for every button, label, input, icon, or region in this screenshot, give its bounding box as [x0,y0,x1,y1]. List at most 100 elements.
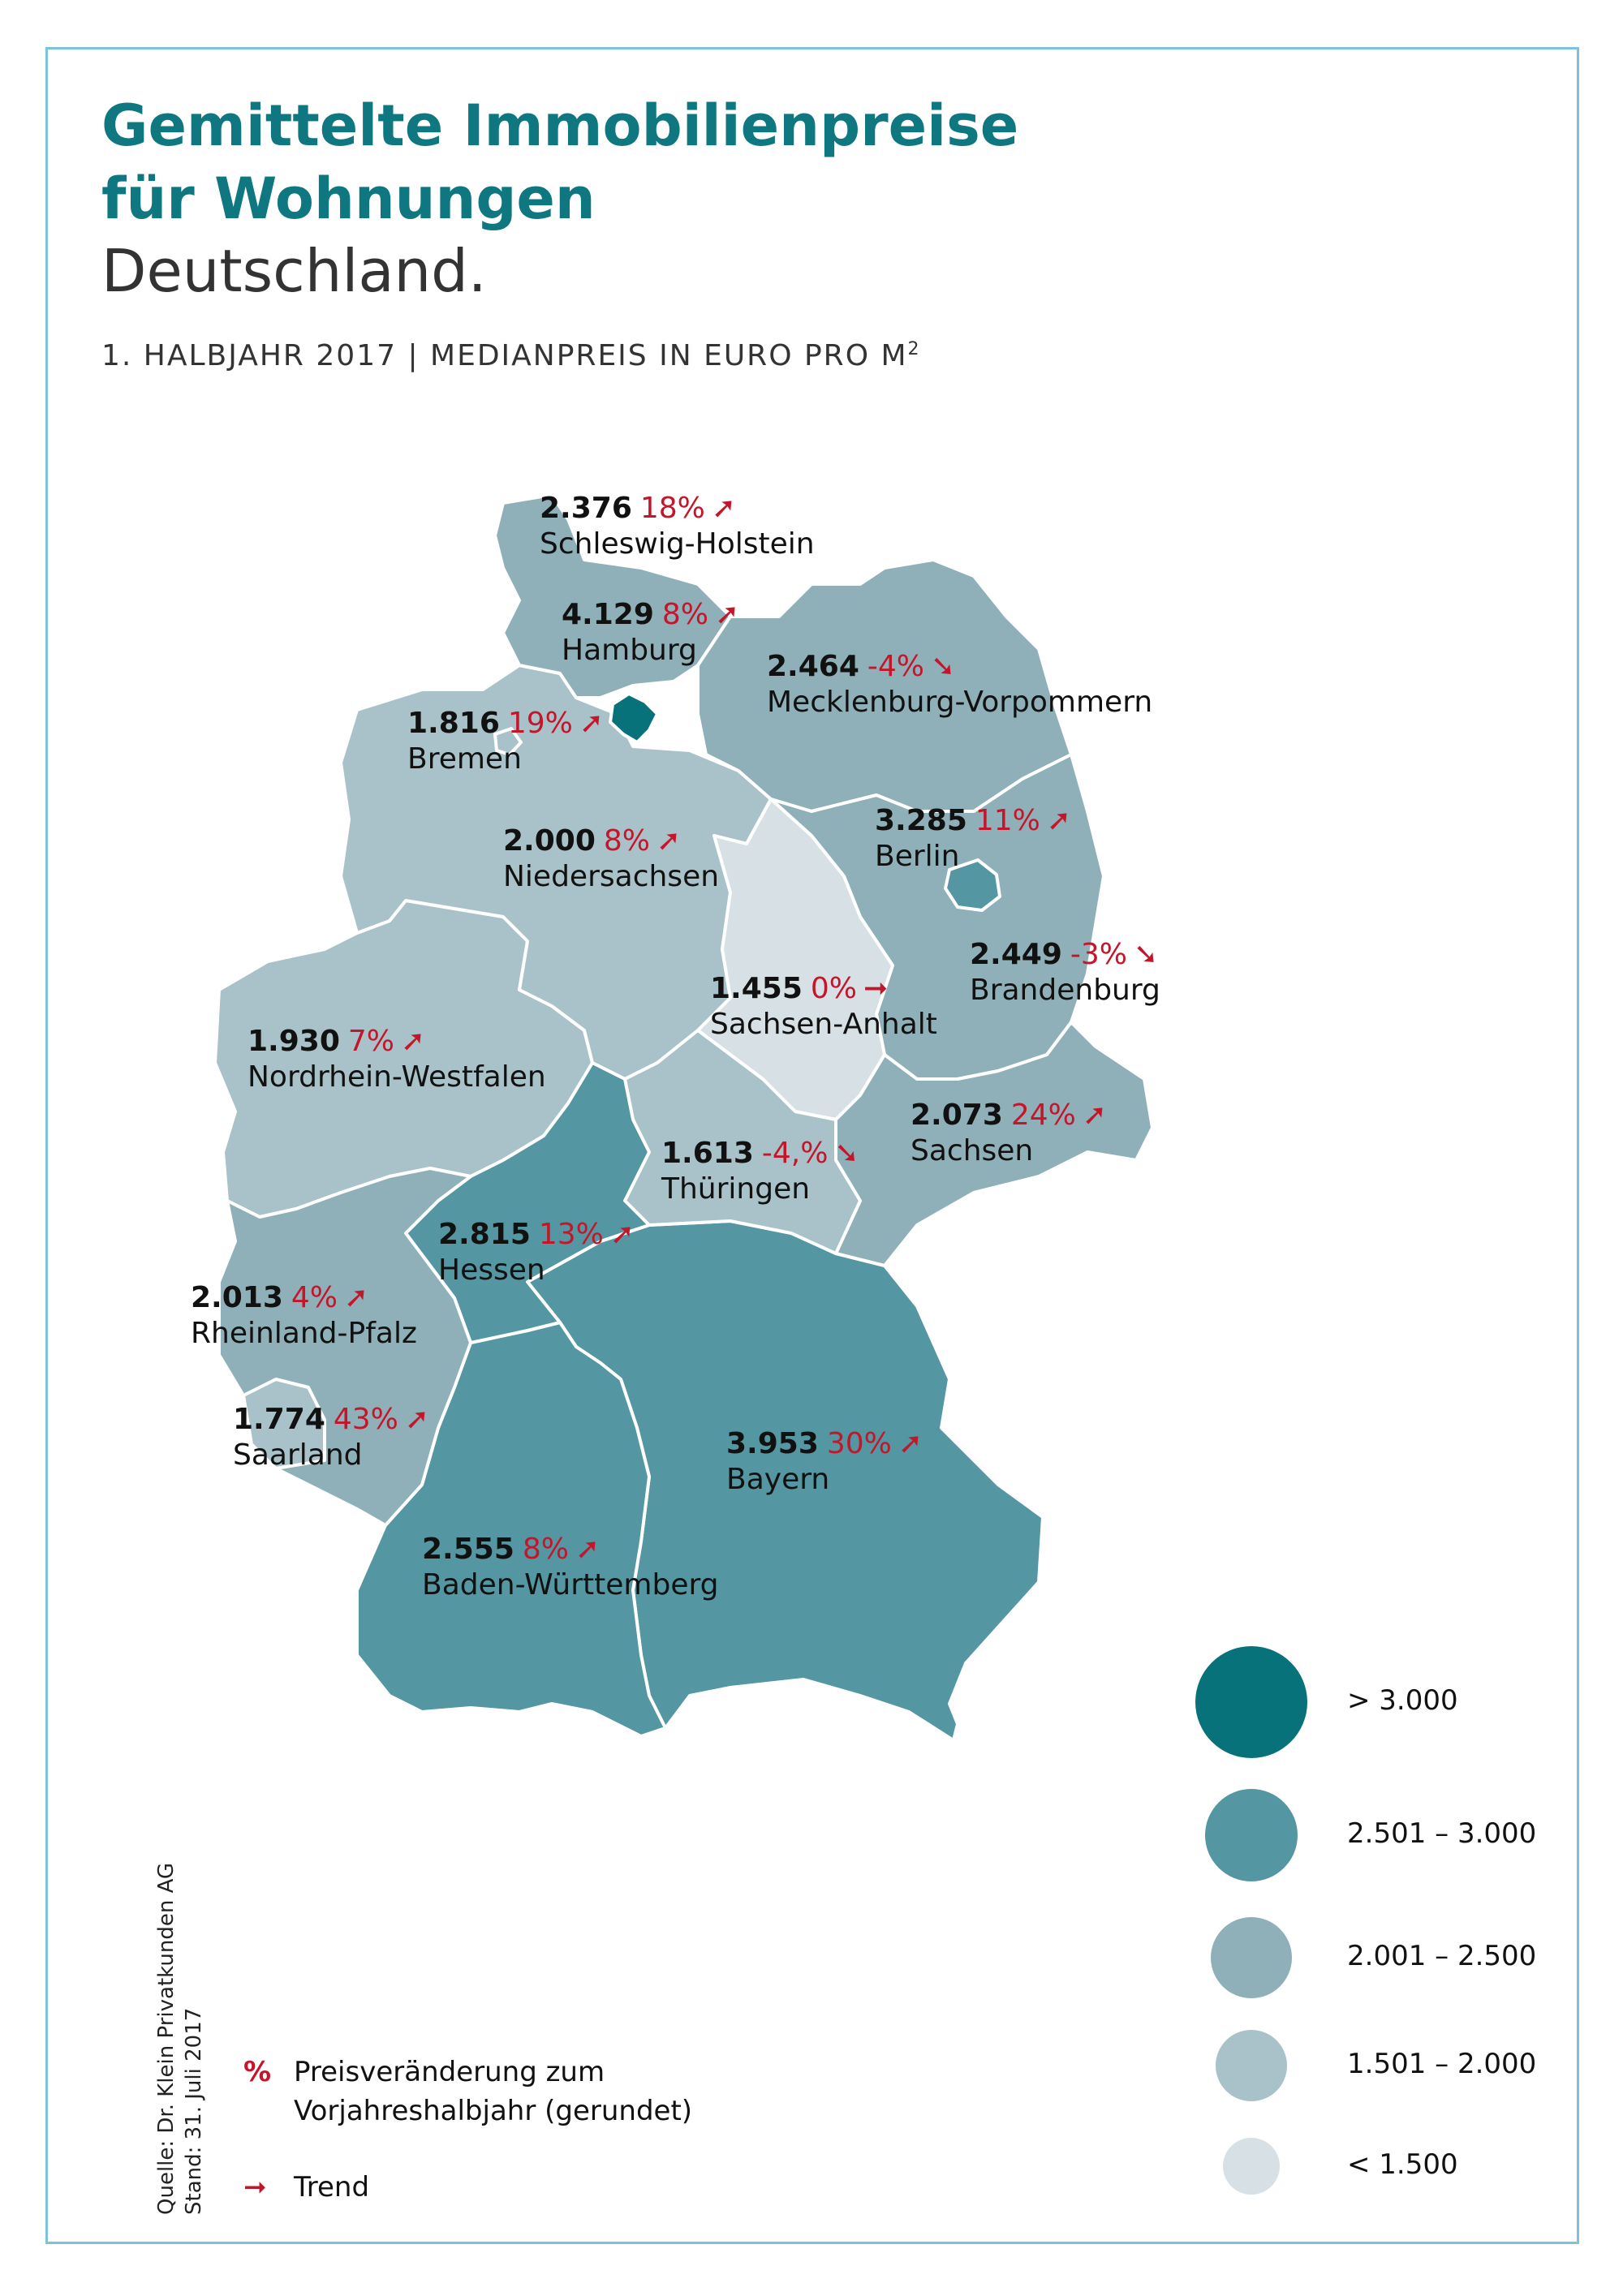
trend-up-icon: ➚ [898,1427,923,1460]
state-price: 2.000 [503,824,596,858]
state-price: 2.073 [911,1099,1003,1132]
trend-up-icon: ➚ [715,598,740,631]
legend-label: 2.501 – 3.000 [1347,1817,1537,1850]
state-label-nordrhein-westfalen: 1.930 7% ➚ Nordrhein-Westfalen [248,1024,546,1095]
legend-label: 2.001 – 2.500 [1347,1940,1537,1972]
title-line-2: für Wohnungen [101,166,596,232]
source-line-1: Quelle: Dr. Klein Privatkunden AG [154,1862,179,2215]
state-name: Berlin [875,840,960,873]
state-label-baden-wuerttemberg: 2.555 8% ➚ Baden-Württemberg [422,1532,719,1603]
state-label-thueringen: 1.613 -4,% ➘ Thüringen [661,1136,859,1207]
state-price: 2.013 [191,1281,283,1314]
page-title: Gemittelte Immobilienpreise für Wohnunge… [101,89,1018,235]
state-price: 3.285 [875,804,967,837]
state-price: 2.815 [438,1218,531,1251]
meta-line: 1. HALBJAHR 2017 | MEDIANPREIS IN EURO P… [101,339,921,372]
legend-swatch [1205,1789,1298,1881]
state-price: 1.774 [233,1403,325,1436]
state-name: Niedersachsen [503,860,720,893]
state-change: 7% [347,1025,394,1058]
state-shape-bremen [493,727,523,756]
state-label-hamburg: 4.129 8% ➚ Hamburg [562,597,739,669]
legend-swatch [1211,1917,1292,1998]
state-name: Bremen [407,742,522,776]
trend-up-icon: ➚ [401,1025,426,1058]
state-label-sachsen: 2.073 24% ➚ Sachsen [911,1098,1107,1169]
trend-up-icon: ➚ [344,1281,369,1314]
state-name: Sachsen [911,1134,1034,1167]
state-change: 19% [507,707,573,740]
state-price: 1.930 [248,1025,340,1058]
state-label-brandenburg: 2.449 -3% ➘ Brandenburg [970,937,1160,1008]
state-label-schleswig-holstein: 2.376 18% ➚ Schleswig-Holstein [540,491,815,562]
title-line-1: Gemittelte Immobilienpreise [101,92,1019,159]
trend-arrow-icon: ➞ [243,2171,267,2204]
meta-superscript: 2 [907,339,921,359]
state-label-hessen: 2.815 13% ➚ Hessen [438,1217,635,1288]
trend-up-icon: ➚ [1082,1099,1108,1132]
percent-symbol: % [243,2056,272,2088]
legend-label: 1.501 – 2.000 [1347,2048,1537,2080]
state-label-saarland: 1.774 43% ➚ Saarland [233,1402,429,1473]
state-change: 11% [975,804,1040,837]
state-shape-berlin [944,858,1001,912]
state-name: Sachsen-Anhalt [710,1008,937,1041]
trend-up-icon: ➚ [404,1403,430,1436]
percent-key-line-2: Vorjahreshalbjahr (gerundet) [294,2095,693,2127]
state-change: 8% [661,598,708,631]
state-name: Hessen [438,1253,545,1287]
state-change: 24% [1010,1099,1076,1132]
infographic-frame [45,47,1579,2244]
state-price: 2.555 [422,1533,514,1566]
state-shape-hamburg [609,692,659,744]
state-shape-saarland [242,1378,326,1470]
trend-up-icon: ➚ [609,1218,635,1251]
trend-up-icon: ➚ [579,707,605,740]
trend-flat-icon: ➞ [863,972,889,1005]
legend-swatch [1223,2138,1280,2195]
state-name: Rheinland-Pfalz [191,1317,417,1350]
trend-down-icon: ➘ [930,650,956,683]
trend-up-icon: ➚ [1046,804,1072,837]
source-note: Quelle: Dr. Klein Privatkunden AG Stand:… [153,1863,208,2215]
state-price: 3.953 [726,1427,819,1460]
state-price: 4.129 [562,598,654,631]
trend-up-icon: ➚ [575,1533,601,1566]
state-name: Saarland [233,1438,363,1472]
state-change: -4,% [761,1137,829,1170]
state-name: Bayern [726,1463,830,1496]
state-shape-baden-wuerttemberg [355,1321,667,1738]
state-label-bremen: 1.816 19% ➚ Bremen [407,706,604,777]
legend-swatch [1195,1646,1307,1758]
state-label-berlin: 3.285 11% ➚ Berlin [875,803,1071,875]
state-name: Nordrhein-Westfalen [248,1060,546,1094]
legend-label: < 1.500 [1347,2148,1458,2181]
state-price: 2.449 [970,938,1062,971]
state-change: 4% [291,1281,338,1314]
trend-down-icon: ➘ [834,1137,859,1170]
trend-up-icon: ➚ [711,492,737,525]
trend-down-icon: ➘ [1133,938,1159,971]
source-line-2: Stand: 31. Juli 2017 [182,2007,206,2215]
legend-label: > 3.000 [1347,1684,1458,1717]
state-change: 18% [639,492,705,525]
meta-text: 1. HALBJAHR 2017 | MEDIANPREIS IN EURO P… [101,339,908,372]
state-name: Schleswig-Holstein [540,527,815,561]
trend-key-label: Trend [294,2171,370,2204]
state-price: 1.816 [407,707,500,740]
state-change: -3% [1070,938,1127,971]
percent-key-text: Preisveränderung zum Vorjahreshalbjahr (… [294,2053,692,2130]
state-name: Brandenburg [970,974,1160,1007]
state-label-sachsen-anhalt: 1.455 0% ➞ Sachsen-Anhalt [710,971,937,1043]
state-change: 8% [522,1533,569,1566]
legend-swatch [1216,2030,1287,2101]
state-name: Baden-Württemberg [422,1568,719,1602]
trend-up-icon: ➚ [657,824,682,858]
state-label-niedersachsen: 2.000 8% ➚ Niedersachsen [503,823,719,895]
state-change: 13% [538,1218,604,1251]
state-name: Mecklenburg-Vorpommern [767,686,1153,719]
state-label-rheinland-pfalz: 2.013 4% ➚ Rheinland-Pfalz [191,1280,417,1352]
state-change: -4% [867,650,924,683]
state-price: 2.464 [767,650,859,683]
